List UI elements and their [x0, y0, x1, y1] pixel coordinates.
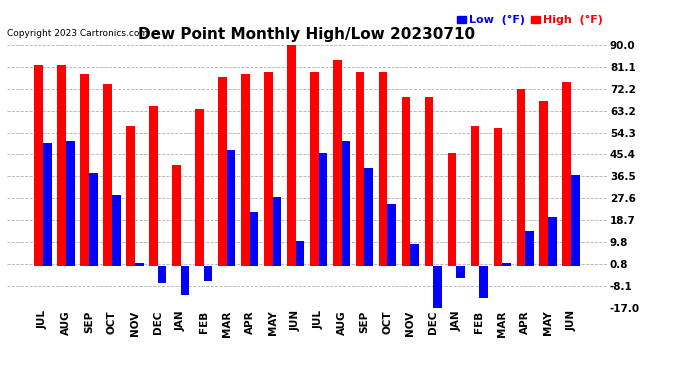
- Bar: [411, 244, 419, 266]
- Bar: [273, 197, 282, 266]
- Bar: [250, 212, 258, 266]
- Bar: [342, 141, 351, 266]
- Bar: [319, 153, 327, 266]
- Bar: [80, 75, 89, 266]
- Bar: [135, 263, 144, 266]
- Bar: [295, 241, 304, 266]
- Bar: [226, 150, 235, 266]
- Text: Copyright 2023 Cartronics.com: Copyright 2023 Cartronics.com: [7, 29, 148, 38]
- Bar: [480, 266, 488, 298]
- Bar: [195, 109, 204, 266]
- Bar: [517, 89, 525, 266]
- Bar: [112, 195, 121, 266]
- Bar: [149, 106, 158, 266]
- Bar: [471, 126, 480, 266]
- Bar: [525, 231, 534, 266]
- Bar: [57, 64, 66, 266]
- Bar: [540, 101, 549, 266]
- Bar: [34, 64, 43, 266]
- Bar: [571, 175, 580, 266]
- Bar: [364, 168, 373, 266]
- Bar: [502, 263, 511, 266]
- Bar: [562, 82, 571, 266]
- Bar: [126, 126, 135, 266]
- Bar: [204, 266, 213, 280]
- Bar: [549, 217, 557, 266]
- Bar: [287, 42, 295, 266]
- Title: Dew Point Monthly High/Low 20230710: Dew Point Monthly High/Low 20230710: [139, 27, 475, 42]
- Bar: [218, 77, 226, 266]
- Bar: [356, 72, 364, 266]
- Bar: [379, 72, 388, 266]
- Bar: [241, 75, 250, 266]
- Bar: [264, 72, 273, 266]
- Bar: [310, 72, 319, 266]
- Bar: [448, 153, 456, 266]
- Bar: [493, 128, 502, 266]
- Legend: Low  (°F), High  (°F): Low (°F), High (°F): [453, 11, 607, 30]
- Bar: [89, 172, 97, 266]
- Bar: [424, 96, 433, 266]
- Bar: [402, 96, 411, 266]
- Bar: [158, 266, 166, 283]
- Bar: [333, 60, 342, 266]
- Bar: [43, 143, 52, 266]
- Bar: [66, 141, 75, 266]
- Bar: [103, 84, 112, 266]
- Bar: [388, 204, 396, 266]
- Bar: [433, 266, 442, 310]
- Bar: [456, 266, 465, 278]
- Bar: [181, 266, 190, 295]
- Bar: [172, 165, 181, 266]
